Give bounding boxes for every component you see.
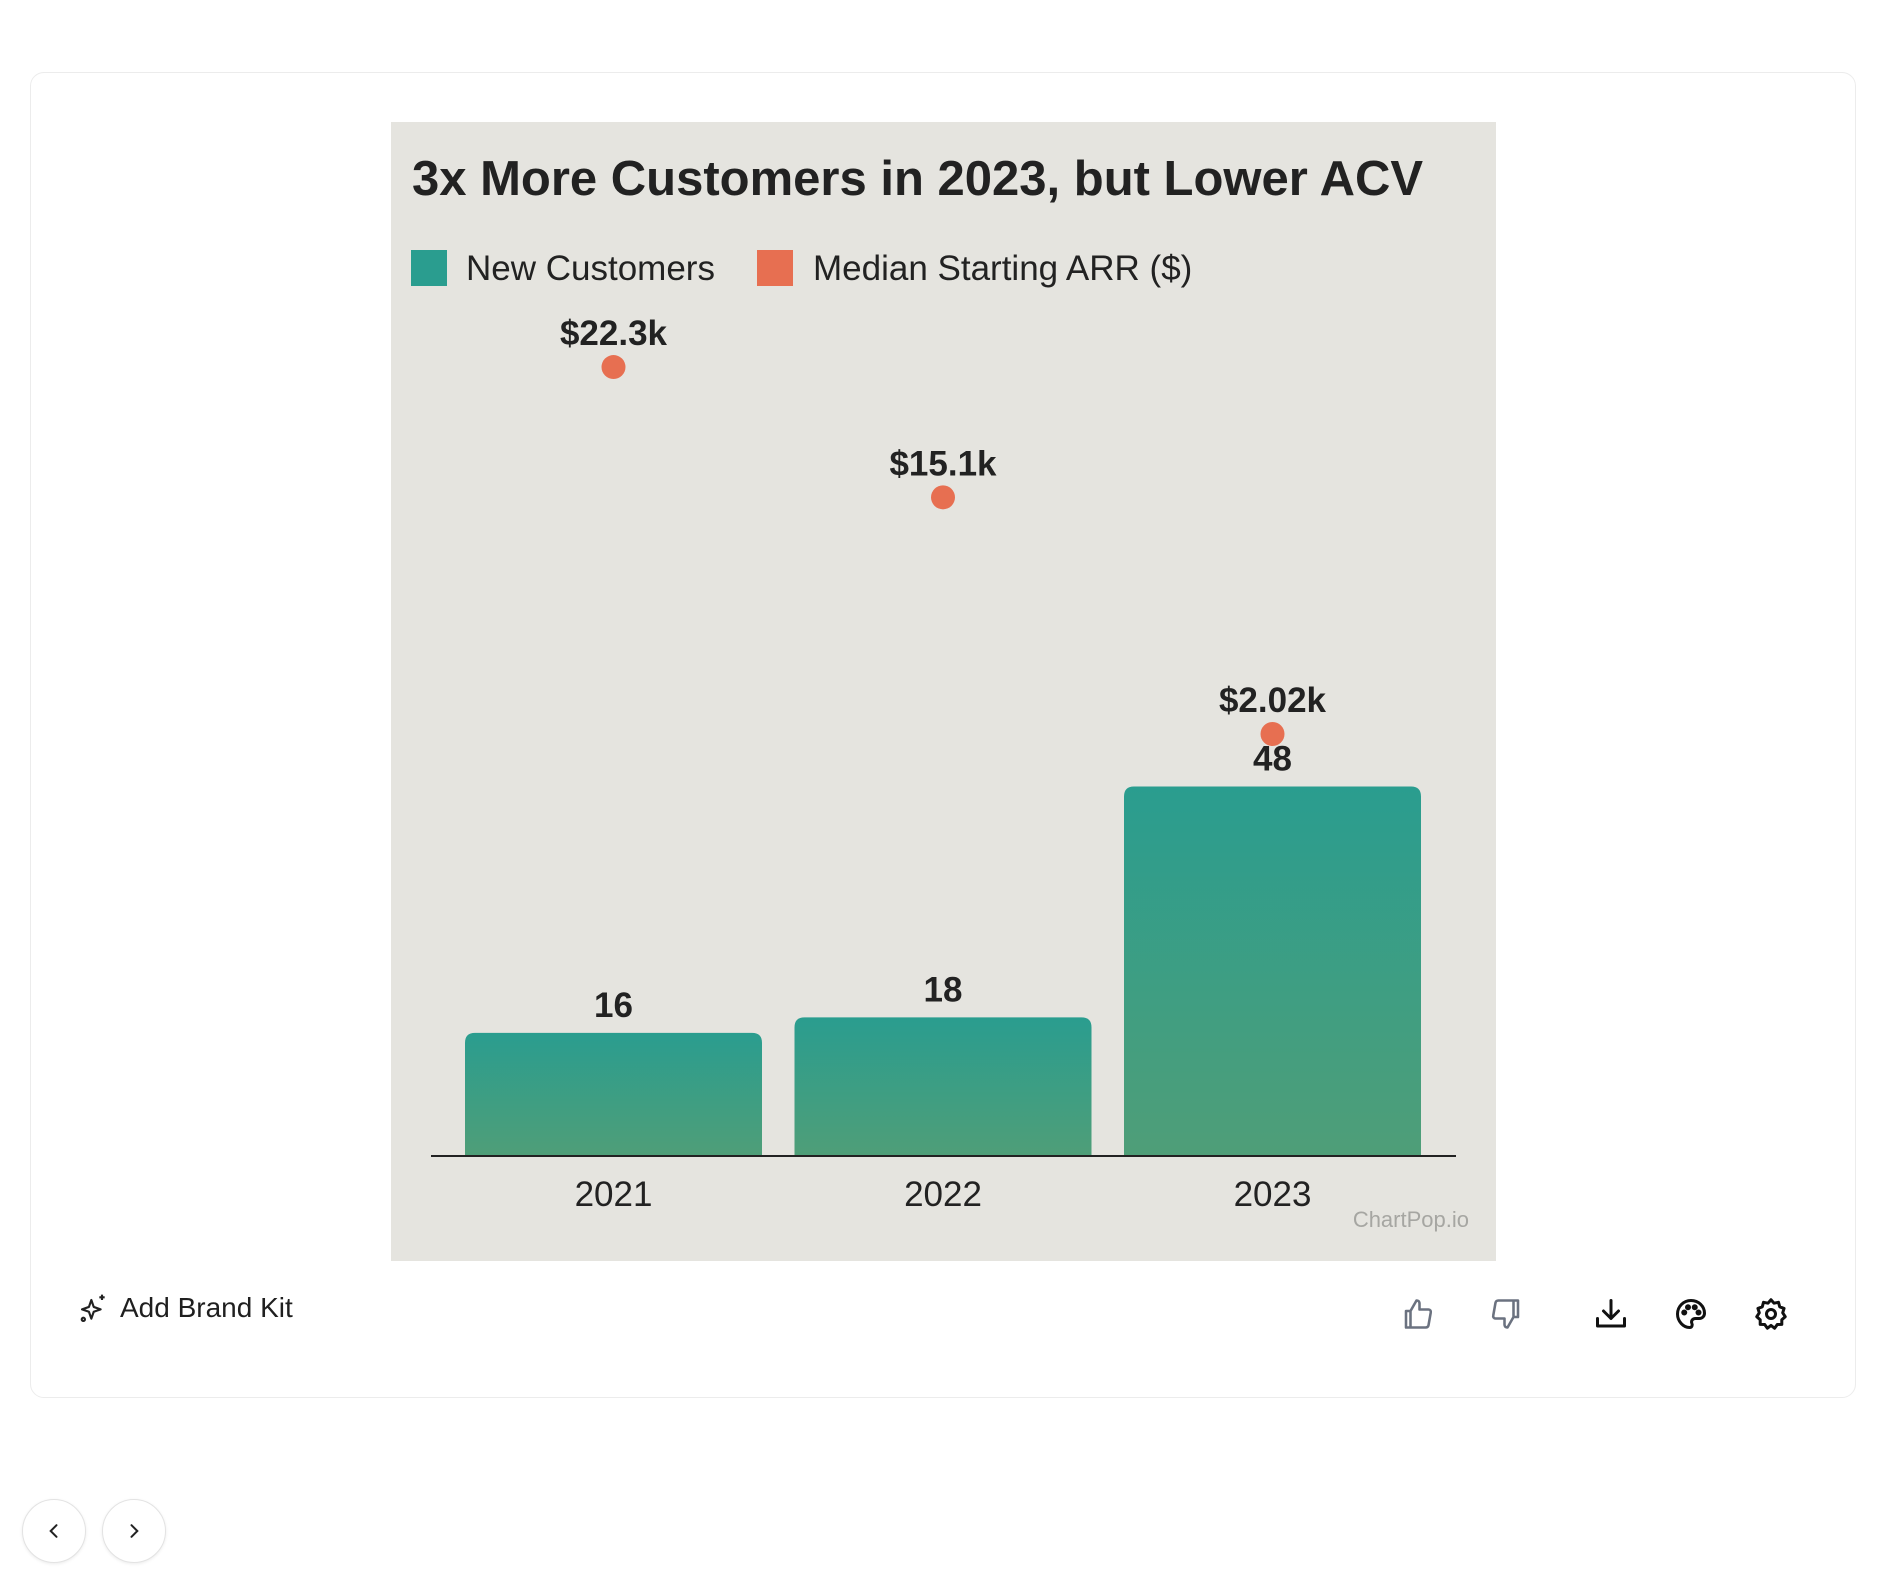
bar-2023 xyxy=(1124,786,1421,1156)
settings-button[interactable] xyxy=(1753,1296,1789,1332)
bar-2022 xyxy=(794,1017,1092,1156)
add-brand-kit-label: Add Brand Kit xyxy=(120,1292,293,1323)
arr-point-2022 xyxy=(931,485,955,510)
chart-container: 3x More Customers in 2023, but Lower ACV… xyxy=(391,122,1496,1261)
previous-button[interactable] xyxy=(22,1499,86,1563)
chevron-left-icon xyxy=(49,1524,58,1538)
chart-card xyxy=(30,72,1856,1398)
palette-button[interactable] xyxy=(1673,1296,1709,1332)
add-brand-kit-button[interactable]: Add Brand Kit xyxy=(78,1292,293,1324)
watermark: ChartPop.io xyxy=(1353,1207,1469,1232)
legend-label-median-arr: Median Starting ARR ($) xyxy=(813,249,1192,288)
arr-point-2021 xyxy=(601,355,626,380)
x-tick-2022: 2022 xyxy=(904,1175,982,1214)
legend-label-new-customers: New Customers xyxy=(466,249,715,288)
legend-swatch-median-arr xyxy=(757,250,793,286)
thumbs-up-button[interactable] xyxy=(1400,1296,1436,1332)
thumbs-down-button[interactable] xyxy=(1488,1296,1524,1332)
thumbs-down-icon xyxy=(1491,1299,1520,1329)
gear-icon xyxy=(1755,1298,1787,1330)
arr-point-2023 xyxy=(1260,722,1285,747)
chart-title: 3x More Customers in 2023, but Lower ACV xyxy=(412,152,1423,206)
arr-label-2023: $2.02k xyxy=(1219,681,1327,720)
legend-swatch-new-customers xyxy=(411,250,447,286)
next-button[interactable] xyxy=(102,1499,166,1563)
arr-label-2021: $22.3k xyxy=(560,314,668,353)
sparkles-icon xyxy=(80,1294,105,1322)
bar-label-2022: 18 xyxy=(924,970,963,1009)
bar-label-2021: 16 xyxy=(594,986,633,1025)
arr-label-2022: $15.1k xyxy=(889,444,997,483)
x-tick-2023: 2023 xyxy=(1234,1175,1312,1214)
chevron-right-icon xyxy=(130,1524,139,1538)
palette-icon xyxy=(1675,1298,1707,1330)
x-tick-2021: 2021 xyxy=(575,1175,653,1214)
chart-svg: 3x More Customers in 2023, but Lower ACV… xyxy=(411,152,1469,1232)
thumbs-up-icon xyxy=(1404,1299,1433,1329)
download-button[interactable] xyxy=(1593,1296,1629,1332)
bar-2021 xyxy=(465,1032,762,1156)
download-icon xyxy=(1596,1299,1626,1328)
